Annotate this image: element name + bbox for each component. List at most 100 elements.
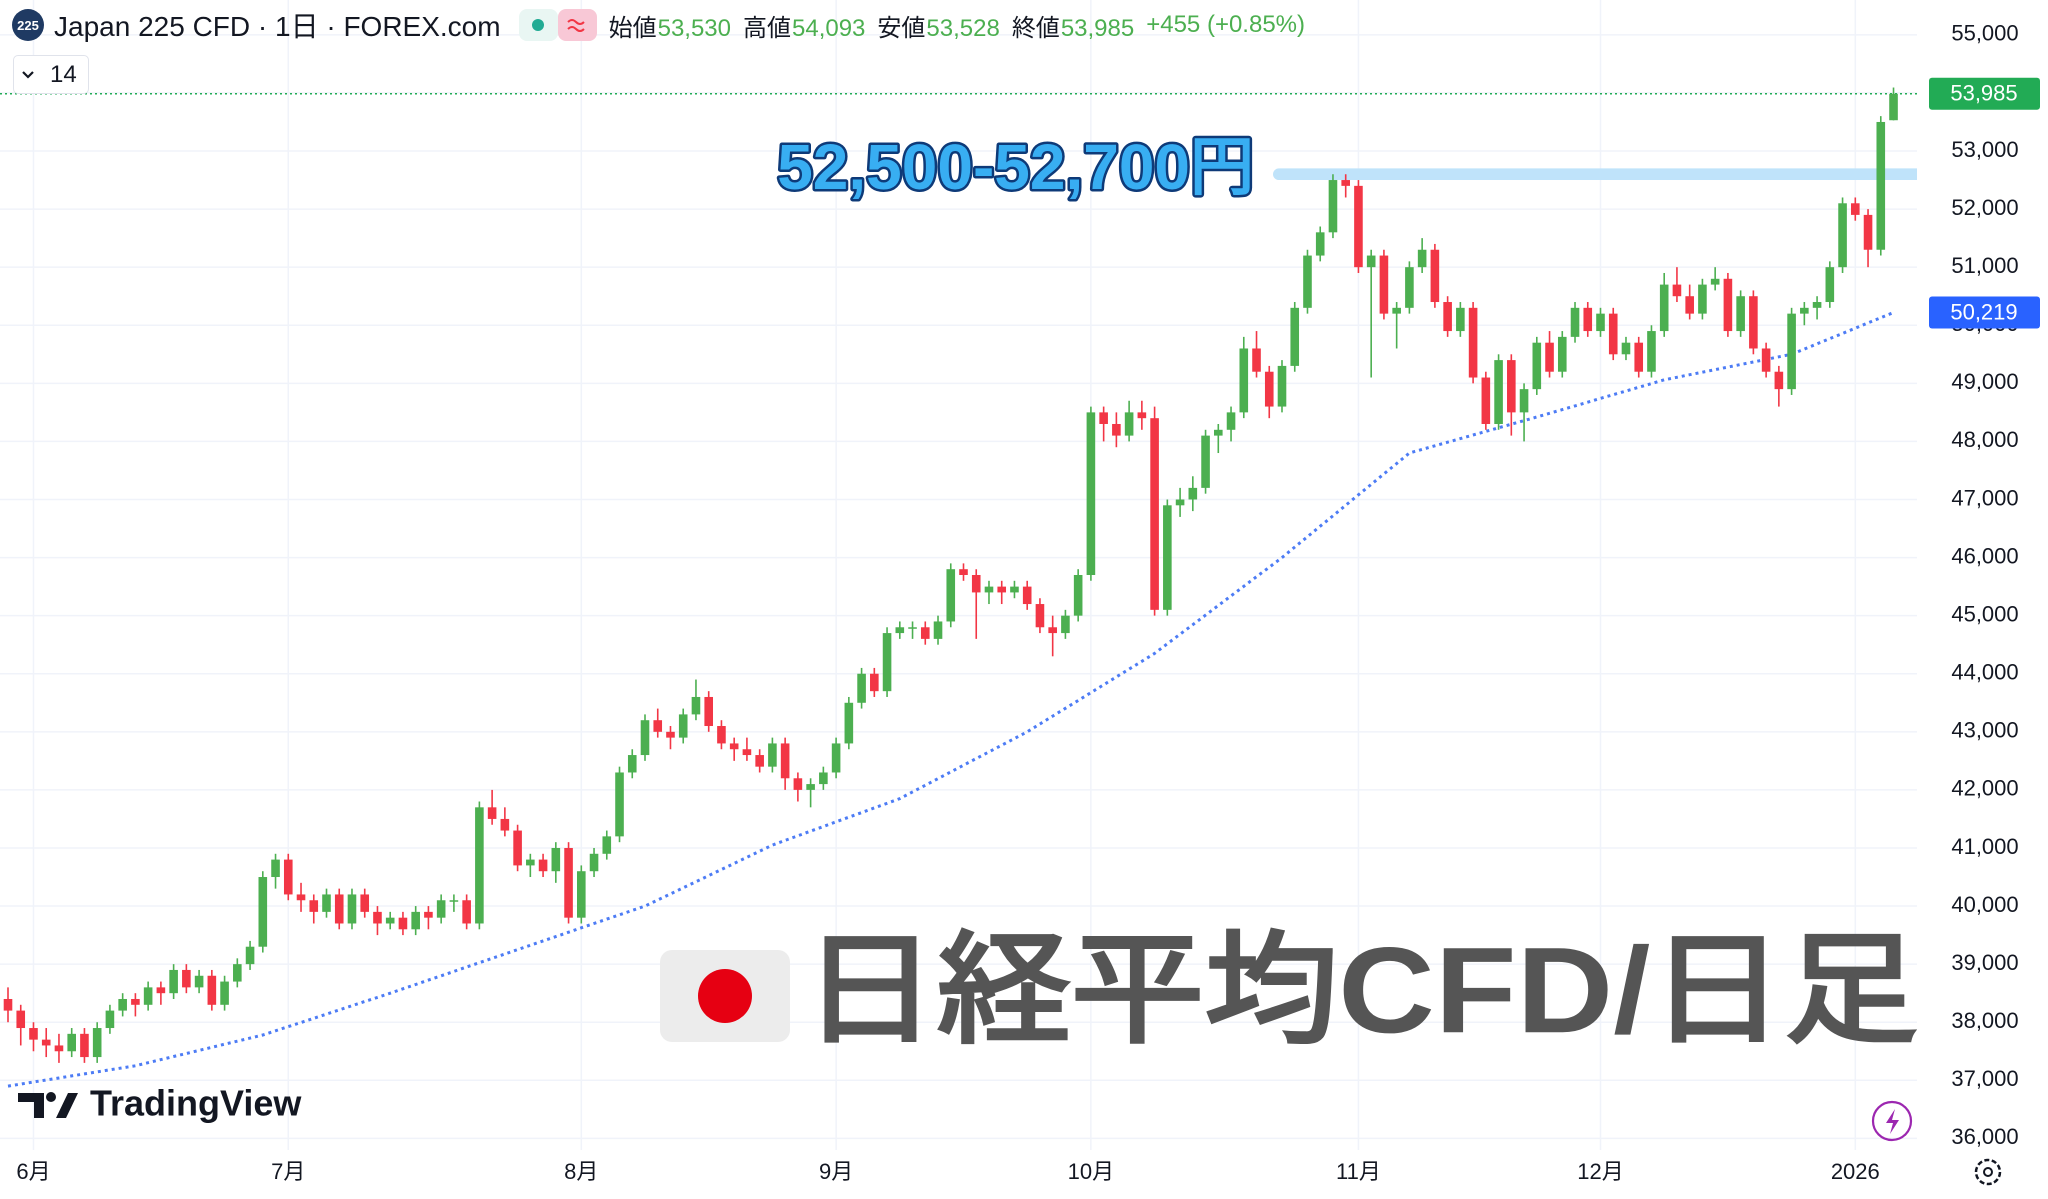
y-tick-label: 44,000	[1951, 660, 2018, 685]
y-tick-label: 39,000	[1951, 950, 2018, 975]
candle-body	[1621, 342, 1631, 355]
ohlc-item: 始値53,530	[609, 15, 731, 42]
candle-body	[1532, 342, 1542, 390]
watermark-logo	[18, 1093, 78, 1118]
candle-body	[1226, 412, 1236, 430]
candle-body	[742, 749, 752, 756]
candle-body	[1341, 180, 1350, 186]
candle-body	[309, 900, 319, 912]
settings-button[interactable]	[1974, 1158, 2002, 1186]
candle-body	[1086, 412, 1096, 575]
candle-body	[1163, 505, 1172, 610]
x-tick-label: 10月	[1068, 1159, 1114, 1184]
candle-body	[398, 917, 408, 930]
candle-body	[959, 569, 968, 575]
change-pct: (+0.85%)	[1206, 11, 1306, 38]
candle-body	[551, 847, 561, 872]
candle-body	[908, 627, 917, 629]
candle-body	[271, 859, 280, 878]
candle-body	[296, 894, 306, 901]
candle-body	[780, 743, 790, 779]
candle-body	[29, 1028, 38, 1040]
candle-body	[1647, 331, 1656, 372]
candle-body	[615, 772, 624, 837]
candle-body	[678, 714, 688, 738]
candle-body	[360, 894, 370, 912]
candle-body	[1252, 348, 1261, 372]
settings-center	[1983, 1167, 1993, 1177]
candle-body	[1774, 371, 1784, 390]
candle-body	[1035, 604, 1045, 628]
candle-body	[1188, 487, 1198, 500]
status-pill[interactable]	[518, 9, 597, 41]
candle-body	[169, 969, 178, 994]
candle-body	[245, 946, 255, 965]
candle-body	[755, 755, 764, 767]
y-tick-label: 38,000	[1951, 1008, 2018, 1033]
candle-body	[1099, 412, 1108, 424]
candle-body	[1303, 255, 1312, 308]
candle-body	[1761, 348, 1771, 372]
ohlc-item: 安値53,528	[877, 15, 999, 42]
chevron	[22, 70, 34, 79]
candle-body	[462, 900, 471, 924]
change-value: +455	[1146, 11, 1201, 38]
indicator-toggle[interactable]: 14	[13, 55, 89, 94]
candle-body	[857, 673, 866, 703]
candle-body	[819, 772, 828, 785]
candle-body	[1519, 389, 1529, 413]
candle-body	[194, 975, 204, 988]
y-tick-label: 43,000	[1951, 718, 2018, 743]
candle-body	[920, 627, 930, 639]
ohlc-value: 53,985	[1060, 14, 1135, 42]
y-tick-label: 53,000	[1951, 137, 2018, 162]
candle-body	[1443, 302, 1452, 332]
candle-body	[1379, 255, 1389, 314]
candle-body	[1507, 360, 1516, 413]
ohlc-label: 高値	[743, 14, 791, 42]
candle-body	[1048, 627, 1057, 634]
candle-body	[1264, 371, 1274, 407]
candle-body	[946, 569, 956, 622]
ohlc-item: 高値54,093	[743, 15, 865, 42]
candle-body	[1494, 360, 1503, 424]
candle-body	[704, 696, 713, 727]
x-tick-label: 8月	[564, 1159, 598, 1184]
lightning-button[interactable]	[1871, 1100, 1913, 1142]
candle-body	[16, 1010, 26, 1029]
candle-body	[1825, 267, 1835, 303]
candle-body	[1328, 180, 1338, 233]
indicator-count: 14	[50, 60, 77, 88]
ma-line	[7, 311, 1895, 1088]
y-tick-label: 45,000	[1951, 601, 2018, 626]
candle-body	[1137, 412, 1147, 419]
candle-body	[3, 998, 13, 1011]
candle-body	[1124, 412, 1134, 436]
candle-body	[258, 877, 268, 947]
candle-body	[1315, 232, 1325, 256]
candle-body	[1468, 307, 1478, 378]
watermark: TradingView	[90, 1083, 302, 1124]
candle-body	[984, 586, 994, 593]
candle-body	[1010, 586, 1019, 593]
candle-body	[1608, 313, 1618, 355]
candle-body	[283, 859, 293, 895]
candle-body	[220, 981, 229, 1005]
candle-body	[1022, 586, 1032, 605]
ohlc: 始値53,530 高値54,093 安値53,528 終値53,985	[609, 8, 1147, 43]
candle-body	[602, 836, 612, 854]
candle-body	[831, 743, 841, 773]
symbol-title: Japan 225 CFD · 1日 · FOREX.com	[54, 11, 501, 42]
candle-body	[449, 900, 459, 902]
candle-body	[717, 726, 726, 744]
x-tick-label: 11月	[1336, 1159, 1381, 1184]
y-tick-label: 40,000	[1951, 892, 2018, 917]
price-tag-label: 50,219	[1950, 299, 2017, 324]
ohlc-value: 53,528	[926, 14, 1000, 42]
candle-body	[41, 1039, 51, 1046]
candle-body	[475, 807, 484, 924]
candle-body	[806, 784, 815, 790]
candle-body	[1659, 284, 1669, 332]
